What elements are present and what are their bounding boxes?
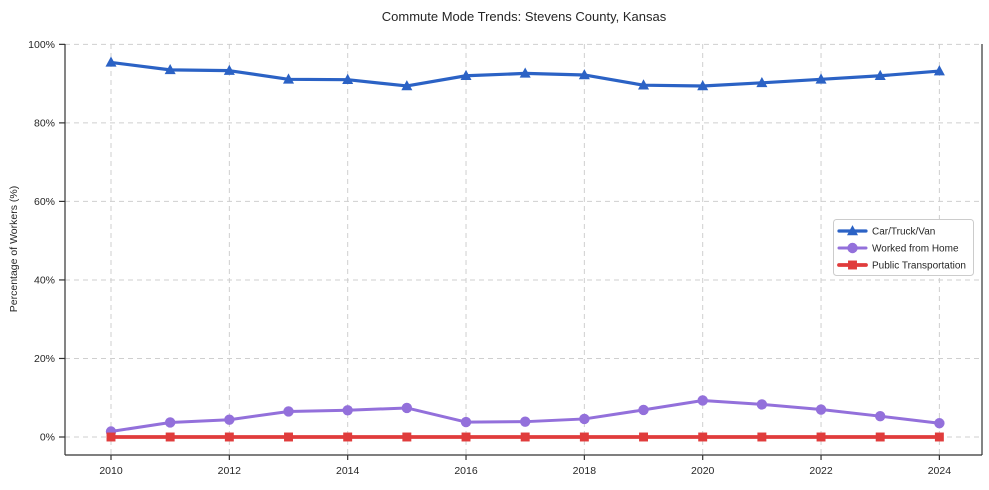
data-point bbox=[846, 225, 859, 236]
data-point bbox=[638, 79, 650, 90]
data-point bbox=[757, 432, 767, 442]
legend-label: Public Transportation bbox=[872, 261, 966, 272]
data-point bbox=[284, 432, 293, 442]
data-point bbox=[460, 416, 472, 428]
data-point bbox=[283, 406, 294, 417]
chart-title: Commute Mode Trends: Stevens County, Kan… bbox=[382, 9, 667, 24]
legend-box bbox=[833, 219, 974, 276]
data-point bbox=[223, 64, 235, 75]
data-point bbox=[934, 418, 945, 429]
data-point bbox=[106, 432, 116, 442]
x-tick-label: 2010 bbox=[99, 465, 123, 477]
data-point bbox=[579, 413, 590, 425]
data-point bbox=[933, 65, 945, 76]
data-point bbox=[460, 69, 472, 81]
x-tick-label: 2024 bbox=[928, 465, 952, 477]
data-point bbox=[638, 404, 649, 416]
data-point bbox=[578, 69, 590, 80]
data-point bbox=[848, 260, 857, 270]
data-point bbox=[283, 73, 295, 84]
data-point bbox=[697, 80, 709, 91]
y-tick-label: 100% bbox=[28, 39, 55, 51]
y-tick-label: 40% bbox=[34, 274, 55, 286]
y-tick-label: 0% bbox=[40, 432, 55, 444]
data-point bbox=[105, 56, 117, 67]
data-point bbox=[520, 432, 530, 442]
data-point bbox=[402, 432, 412, 442]
x-axis: 2010 2012 2014 2016 2018 2020 2022 2024 bbox=[99, 455, 951, 477]
data-point bbox=[874, 69, 886, 81]
x-tick-label: 2016 bbox=[454, 465, 478, 477]
data-point bbox=[847, 242, 858, 254]
series-worked-from-home bbox=[105, 395, 945, 437]
data-point bbox=[164, 63, 176, 75]
data-point bbox=[756, 76, 768, 88]
data-point bbox=[519, 416, 531, 427]
data-point bbox=[815, 73, 827, 84]
data-point bbox=[639, 432, 648, 442]
series-public-transportation bbox=[106, 432, 944, 442]
data-point bbox=[934, 432, 944, 442]
data-point bbox=[401, 80, 413, 91]
data-point bbox=[875, 410, 886, 422]
data-point bbox=[224, 414, 235, 425]
x-tick-label: 2020 bbox=[691, 465, 715, 477]
legend-entry: Worked from Home bbox=[837, 242, 959, 255]
x-tick-label: 2012 bbox=[218, 465, 242, 477]
data-point bbox=[756, 399, 768, 410]
legend-label: Worked from Home bbox=[872, 244, 959, 255]
data-point bbox=[401, 402, 413, 414]
data-point bbox=[461, 432, 471, 442]
x-tick-label: 2018 bbox=[573, 465, 597, 477]
data-point bbox=[164, 417, 176, 428]
data-point bbox=[815, 404, 827, 415]
y-tick-label: 60% bbox=[34, 196, 55, 208]
data-point bbox=[875, 432, 885, 442]
y-tick-label: 80% bbox=[34, 117, 55, 129]
legend-entry: Car/Truck/Van bbox=[837, 225, 935, 238]
axes-spines bbox=[64, 44, 983, 456]
series-car-truck-van bbox=[105, 56, 945, 91]
legend: Car/Truck/Van Worked from Home Public Tran… bbox=[833, 219, 974, 276]
y-tick-label: 20% bbox=[34, 353, 55, 365]
gridlines bbox=[65, 43, 982, 455]
data-point bbox=[343, 432, 353, 442]
data-point bbox=[165, 432, 175, 442]
data-point bbox=[342, 405, 353, 416]
legend-label: Car/Truck/Van bbox=[872, 227, 935, 238]
data-point bbox=[342, 73, 354, 84]
data-point bbox=[697, 395, 708, 406]
data-point bbox=[816, 432, 826, 442]
data-point bbox=[519, 67, 531, 78]
x-tick-label: 2014 bbox=[336, 465, 360, 477]
legend-entry: Public Transportation bbox=[837, 260, 966, 272]
x-tick-label: 2022 bbox=[809, 465, 833, 477]
y-axis: 0% 20% 40% 60% 80% 100% bbox=[28, 39, 65, 444]
data-point bbox=[698, 432, 708, 442]
y-axis-label: Percentage of Workers (%) bbox=[8, 186, 20, 312]
data-point bbox=[224, 432, 234, 442]
data-point bbox=[579, 432, 589, 442]
